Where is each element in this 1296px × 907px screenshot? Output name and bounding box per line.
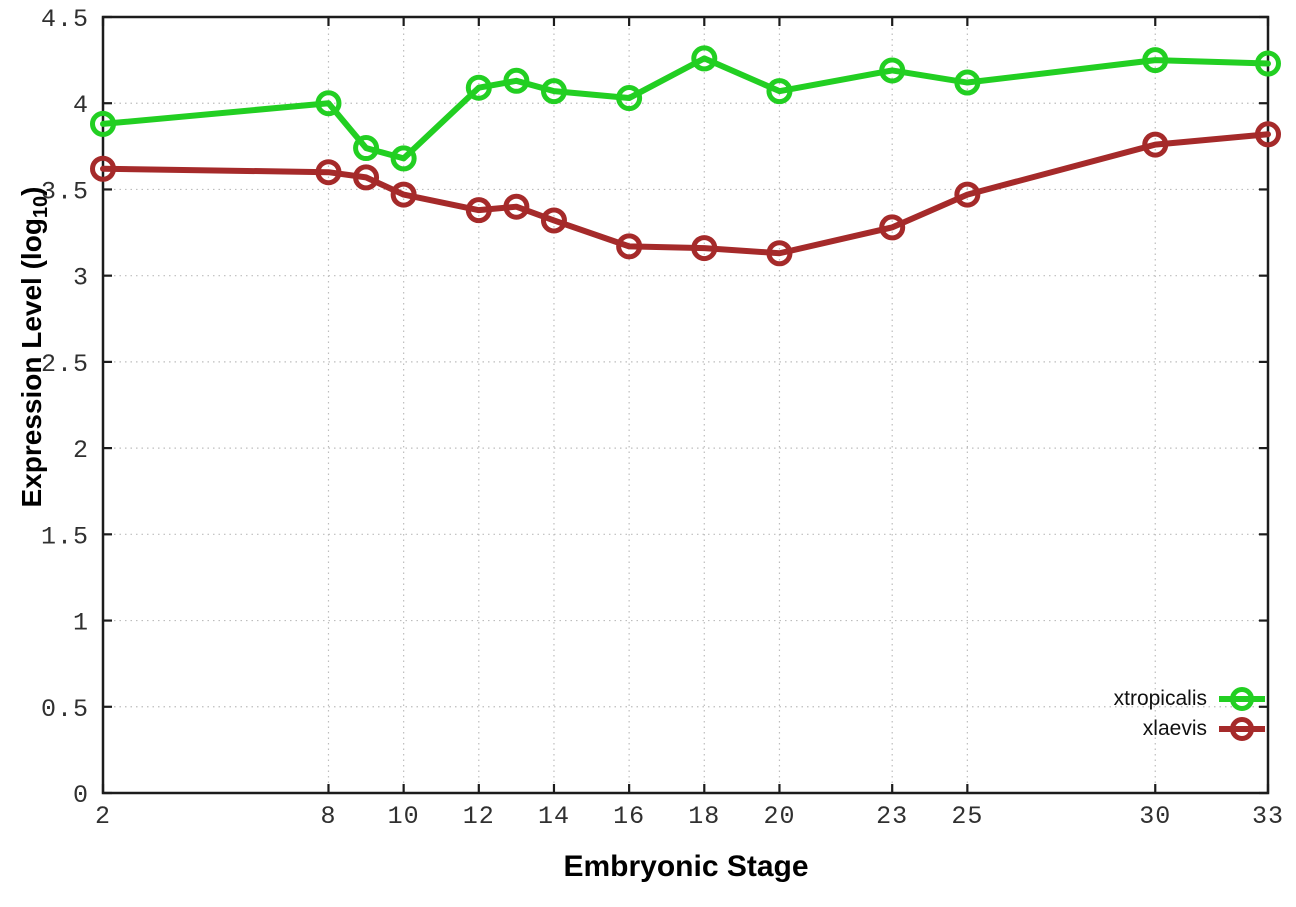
legend-item-xtropicalis: xtropicalis: [1114, 684, 1266, 714]
data-point-xlaevis: [465, 197, 492, 224]
y-axis-title-subscript: 10: [30, 195, 52, 219]
data-point-xlaevis: [390, 181, 417, 208]
plot-border: [101, 15, 1270, 795]
legend-marker-xlaevis: [1219, 717, 1265, 741]
data-point-xtropicalis: [540, 78, 567, 105]
y-axis-title: Expression Level (log10): [16, 186, 52, 508]
legend-marker-xtropicalis: [1219, 687, 1265, 711]
legend-point-sample: [1230, 717, 1254, 741]
x-tick-label: 12: [463, 802, 495, 831]
data-point-xtropicalis: [315, 90, 342, 117]
y-tick-label: 1.5: [41, 522, 89, 551]
y-tick-label: 4: [73, 91, 89, 120]
x-tick-label: 8: [320, 802, 336, 831]
y-axis-title-suffix: ): [16, 186, 47, 196]
x-tick-label: 30: [1139, 802, 1171, 831]
legend: xtropicalis xlaevis: [1114, 684, 1266, 744]
data-point-xtropicalis: [90, 110, 116, 137]
data-point-xtropicalis: [503, 67, 530, 94]
data-point-xtropicalis: [879, 57, 906, 84]
data-point-xtropicalis: [1255, 50, 1281, 77]
series-line-xtropicalis: [100, 55, 1271, 162]
y-tick-label: 3: [73, 264, 89, 293]
x-tick-label: 25: [951, 802, 983, 831]
data-point-xtropicalis: [353, 135, 380, 162]
y-axis-title-text: Expression Level (log: [16, 218, 47, 508]
data-point-xtropicalis: [766, 78, 793, 105]
data-point-xlaevis: [766, 240, 793, 267]
x-tick-label: 2: [95, 802, 111, 831]
data-point-xlaevis: [879, 214, 906, 241]
data-point-xtropicalis: [465, 74, 492, 101]
data-point-xtropicalis: [954, 69, 981, 96]
data-point-xlaevis: [353, 164, 380, 191]
legend-point-sample: [1230, 687, 1254, 711]
legend-label-xlaevis: xlaevis: [1142, 717, 1207, 740]
data-point-xlaevis: [503, 193, 530, 220]
data-point-xlaevis: [315, 159, 342, 186]
data-point-xlaevis: [1142, 131, 1169, 158]
y-tick-label: 2: [73, 436, 89, 465]
x-tick-label: 16: [613, 802, 645, 831]
data-point-xlaevis: [616, 233, 643, 260]
data-point-xlaevis: [90, 155, 116, 182]
x-axis-title: Embryonic Stage: [563, 850, 809, 883]
y-tick-label: 0.5: [41, 695, 89, 724]
y-tick-label: 1: [73, 609, 89, 638]
data-point-xtropicalis: [1142, 47, 1169, 74]
x-tick-label: 33: [1252, 802, 1284, 831]
data-point-xlaevis: [691, 235, 718, 262]
x-tick-label: 14: [538, 802, 570, 831]
y-tick-label: 0: [73, 781, 89, 810]
x-tick-label: 23: [876, 802, 908, 831]
data-point-xtropicalis: [390, 145, 417, 172]
x-tick-label: 18: [688, 802, 720, 831]
y-tick-label: 3.5: [41, 177, 89, 206]
data-point-xlaevis: [540, 207, 567, 234]
y-tick-label: 4.5: [41, 5, 89, 34]
data-point-xlaevis: [1255, 121, 1281, 148]
data-point-xtropicalis: [691, 45, 718, 72]
series-line-xlaevis: [100, 131, 1271, 257]
x-tick-label: 20: [763, 802, 795, 831]
data-point-xlaevis: [954, 181, 981, 208]
x-tick-label: 10: [388, 802, 420, 831]
legend-label-xtropicalis: xtropicalis: [1113, 687, 1207, 710]
y-tick-label: 2.5: [41, 350, 89, 379]
legend-item-xlaevis: xlaevis: [1114, 714, 1266, 744]
data-point-xtropicalis: [616, 85, 643, 112]
